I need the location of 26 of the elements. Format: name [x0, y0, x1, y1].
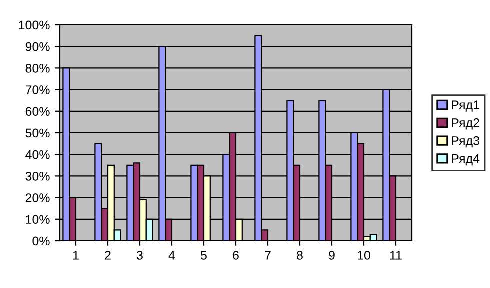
y-tick-label: 90%	[26, 42, 50, 52]
y-tick-label: 30%	[26, 172, 50, 181]
legend-label: Ряд3	[452, 136, 480, 148]
y-tick-label: 60%	[26, 107, 50, 116]
legend-label: Ряд4	[452, 154, 480, 166]
x-tick-label: 5	[201, 251, 207, 260]
x-tick-label: 3	[137, 251, 143, 260]
x-tick-label: 2	[105, 251, 111, 260]
x-tick-label: 8	[297, 251, 303, 260]
x-tick-label: 7	[265, 251, 271, 260]
x-tick-label: 9	[329, 251, 335, 260]
x-tick-label: 1	[73, 251, 79, 260]
y-tick-label: 100%	[19, 20, 50, 30]
y-tick-label: 20%	[26, 194, 50, 202]
y-tick-label: 40%	[26, 150, 50, 160]
y-tick-label: 10%	[26, 215, 50, 224]
x-tick-label: 10	[358, 251, 370, 260]
x-tick-label: 4	[168, 251, 176, 260]
x-tick-label: 6	[233, 251, 239, 260]
y-tick-label: 70%	[26, 86, 50, 94]
y-tick-label: 80%	[26, 64, 50, 73]
legend-label: Ряд1	[452, 100, 480, 112]
y-tick-label: 50%	[26, 128, 50, 138]
x-tick-label: 11	[390, 251, 402, 260]
y-tick-label: 0%	[32, 236, 50, 246]
legend-label: Ряд2	[452, 118, 480, 130]
